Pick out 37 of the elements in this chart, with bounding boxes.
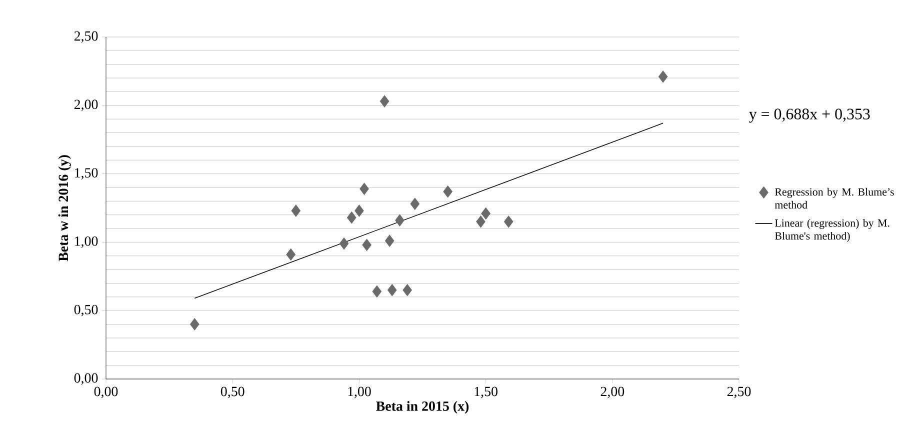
y-tick-label: 2,00 — [74, 100, 98, 112]
point — [387, 284, 397, 296]
point — [504, 216, 514, 228]
point — [395, 214, 404, 226]
y-tick-label: 0,50 — [74, 304, 98, 316]
point — [380, 95, 390, 108]
point — [346, 211, 356, 224]
y-tick-label: 2,50 — [74, 31, 98, 43]
point — [339, 237, 349, 250]
legend-label: Regression by M. Blume’s method — [774, 188, 894, 209]
x-tick-label: 0,50 — [220, 386, 244, 398]
x-tick-label: 2,00 — [600, 386, 624, 398]
point — [362, 238, 372, 252]
x-axis-title: Beta in 2015 (x) — [376, 401, 469, 414]
point — [372, 285, 382, 298]
x-tick-label: 0,00 — [94, 386, 118, 398]
point — [190, 318, 200, 330]
y-tick-label: 1,00 — [75, 236, 98, 248]
y-axis-title: Beta w in 2016 (y) — [58, 155, 71, 262]
point — [291, 204, 301, 217]
point — [476, 216, 486, 228]
point — [354, 204, 364, 217]
text: y = 0,688x + 0,353 — [749, 108, 870, 123]
point — [410, 198, 420, 210]
point — [443, 185, 453, 198]
x-tick-label: 2,50 — [727, 386, 751, 398]
x-tick-label: 1,00 — [348, 386, 371, 398]
point — [360, 182, 369, 196]
point — [402, 284, 412, 296]
point — [384, 234, 394, 248]
legend-label: Linear (regression) by M. Blume's method) — [774, 219, 890, 242]
y-tick-label: 0,00 — [74, 373, 98, 385]
point — [286, 248, 296, 261]
y-tick-label: 1,50 — [75, 168, 98, 180]
x-tick-label: 1,50 — [474, 386, 498, 398]
point — [481, 207, 490, 220]
point — [658, 70, 668, 83]
